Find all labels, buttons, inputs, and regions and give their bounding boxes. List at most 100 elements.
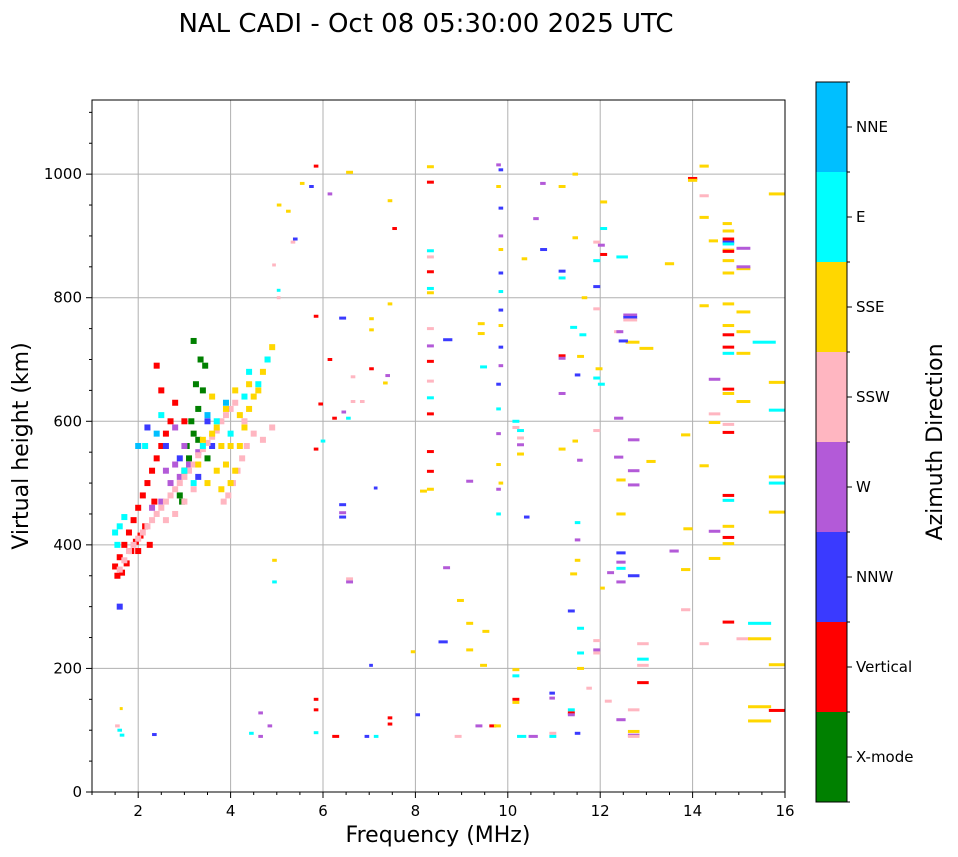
echo-segment-e: [593, 376, 601, 380]
echo-point-nnw: [162, 443, 169, 449]
echo-point-x-mode: [195, 436, 202, 443]
echo-point-sse: [222, 461, 229, 468]
echo-segment-sse: [521, 257, 528, 261]
echo-segment-nnw: [558, 269, 566, 273]
echo-segment-sse: [625, 340, 640, 344]
echo-point-sse: [199, 436, 206, 443]
echo-segment-e: [512, 674, 520, 678]
echo-segment-nnw: [339, 515, 347, 519]
echo-segment-nnw: [292, 237, 298, 241]
echo-segment-nnw: [722, 240, 735, 244]
echo-point-ssw: [172, 486, 179, 493]
colorbar-swatch-w: [816, 442, 847, 532]
echo-segment-sse: [512, 668, 520, 672]
echo-segment-ssw: [549, 731, 557, 735]
echo-point-ssw: [209, 433, 216, 440]
echo-segment-sse: [600, 586, 605, 590]
echo-segment-nnw: [523, 515, 530, 519]
echo-segment-vertical: [722, 493, 735, 497]
echo-point-nnw: [176, 455, 183, 462]
echo-segment-sse: [683, 527, 693, 531]
echo-point-ssw: [149, 517, 156, 524]
echo-segment-e: [313, 731, 319, 735]
echo-segment-sse: [595, 367, 603, 371]
echo-point-vertical: [135, 504, 142, 511]
echo-segment-sse: [722, 229, 735, 233]
echo-segment-vertical: [332, 734, 340, 738]
echo-segment-sse: [570, 572, 578, 576]
echo-segment-vertical: [387, 716, 393, 720]
echo-segment-e: [276, 288, 281, 292]
echo-segment-sse: [681, 568, 691, 572]
echo-segment-w: [517, 443, 524, 447]
y-tick-label: 1000: [44, 165, 82, 183]
echo-point-nne: [153, 430, 160, 437]
colorbar-label: X-mode: [856, 748, 913, 766]
echo-point-w: [176, 473, 183, 480]
echo-segment-sse: [517, 452, 524, 456]
echo-point-nnw: [195, 473, 202, 480]
echo-point-ssw: [186, 467, 193, 474]
echo-segment-nnw: [309, 185, 314, 188]
x-tick-label: 2: [133, 802, 143, 820]
y-tick-label: 200: [53, 659, 82, 677]
echo-segment-sse: [699, 215, 709, 219]
echo-segment-nnw: [593, 285, 601, 289]
echo-point-sse: [241, 424, 248, 431]
echo-point-nnw: [116, 603, 123, 610]
echo-segment-vertical: [369, 367, 374, 371]
echo-point-w: [162, 467, 169, 474]
echo-segment-ssw: [426, 255, 434, 259]
echo-segment-sse: [722, 324, 735, 328]
echo-segment-ssw: [272, 263, 276, 267]
echo-segment-ssw: [637, 663, 649, 667]
echo-segment-w: [533, 217, 539, 221]
echo-segment-sse: [600, 200, 608, 204]
echo-segment-e: [768, 481, 785, 485]
echo-point-ssw: [116, 566, 123, 573]
echo-point-ssw: [243, 443, 250, 449]
echo-segment-w: [496, 163, 501, 167]
echo-segment-nnw: [415, 713, 421, 717]
x-tick-label: 14: [683, 802, 702, 820]
echo-point-e: [142, 443, 149, 449]
echo-segment-sse: [768, 475, 785, 479]
echo-point-ssw: [144, 523, 151, 530]
echo-point-ssw: [167, 492, 174, 499]
echo-point-sse: [204, 480, 211, 487]
echo-segment-sse: [276, 203, 282, 207]
echo-segment-vertical: [768, 708, 785, 712]
echo-point-vertical: [116, 554, 123, 561]
echo-segment-nnw: [373, 486, 378, 490]
echo-segment-w: [346, 580, 354, 584]
echo-segment-sse: [498, 324, 504, 328]
echo-segment-e: [320, 439, 326, 443]
echo-segment-ssw: [346, 577, 354, 581]
echo-point-x-mode: [190, 337, 197, 344]
echo-segment-w: [528, 734, 538, 738]
echo-segment-w: [496, 432, 501, 436]
echo-point-ssw: [204, 439, 211, 446]
echo-segment-sse: [581, 296, 588, 300]
echo-segment-vertical: [558, 354, 566, 358]
echo-segment-sse: [748, 637, 772, 641]
echo-segment-sse: [346, 170, 354, 174]
plot-area: [91, 99, 786, 793]
echo-point-x-mode: [195, 405, 202, 412]
echo-segment-ssw: [637, 642, 649, 646]
echo-segment-sse: [722, 542, 735, 546]
echo-segment-w: [258, 711, 263, 715]
echo-segment-sse: [512, 700, 520, 704]
echo-segment-w: [540, 181, 546, 185]
echo-point-ssw: [222, 412, 229, 419]
echo-segment-ssw: [426, 327, 434, 331]
echo-segment-vertical: [426, 412, 434, 416]
colorbar-swatch-ssw: [816, 352, 847, 442]
echo-segment-ssw: [681, 608, 691, 612]
echo-segment-vertical: [722, 535, 735, 539]
echo-segment-sse: [482, 629, 490, 633]
echo-point-sse: [213, 424, 220, 431]
echo-point-ssw: [232, 399, 239, 406]
colorbar-swatch-e: [816, 172, 847, 262]
echo-segment-w: [627, 483, 640, 487]
